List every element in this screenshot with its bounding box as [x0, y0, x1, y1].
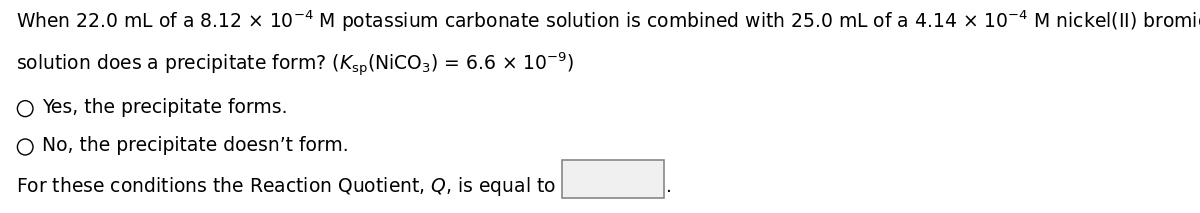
Text: When 22.0 mL of a 8.12 $\times$ 10$^{-4}$ M potassium carbonate solution is comb: When 22.0 mL of a 8.12 $\times$ 10$^{-4}… — [16, 8, 1200, 34]
Text: No, the precipitate doesn’t form.: No, the precipitate doesn’t form. — [42, 136, 349, 155]
Text: .: . — [666, 177, 672, 196]
Text: solution does a precipitate form? ($K_{\mathrm{sp}}$(NiCO$_3$) = 6.6 $\times$ 10: solution does a precipitate form? ($K_{\… — [16, 51, 574, 79]
Text: For these conditions the Reaction Quotient, $Q$, is equal to: For these conditions the Reaction Quotie… — [16, 175, 556, 198]
Text: Yes, the precipitate forms.: Yes, the precipitate forms. — [42, 98, 288, 117]
